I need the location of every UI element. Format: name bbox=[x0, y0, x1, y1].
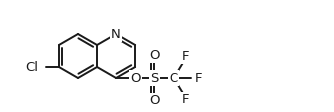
Text: O: O bbox=[149, 49, 160, 62]
Text: N: N bbox=[111, 28, 121, 41]
Text: C: C bbox=[169, 71, 178, 84]
Text: S: S bbox=[150, 71, 159, 84]
Text: F: F bbox=[182, 50, 189, 63]
Text: F: F bbox=[195, 71, 202, 84]
Text: O: O bbox=[130, 71, 141, 84]
Text: Cl: Cl bbox=[25, 60, 38, 73]
Text: F: F bbox=[182, 93, 189, 106]
Text: O: O bbox=[149, 94, 160, 107]
